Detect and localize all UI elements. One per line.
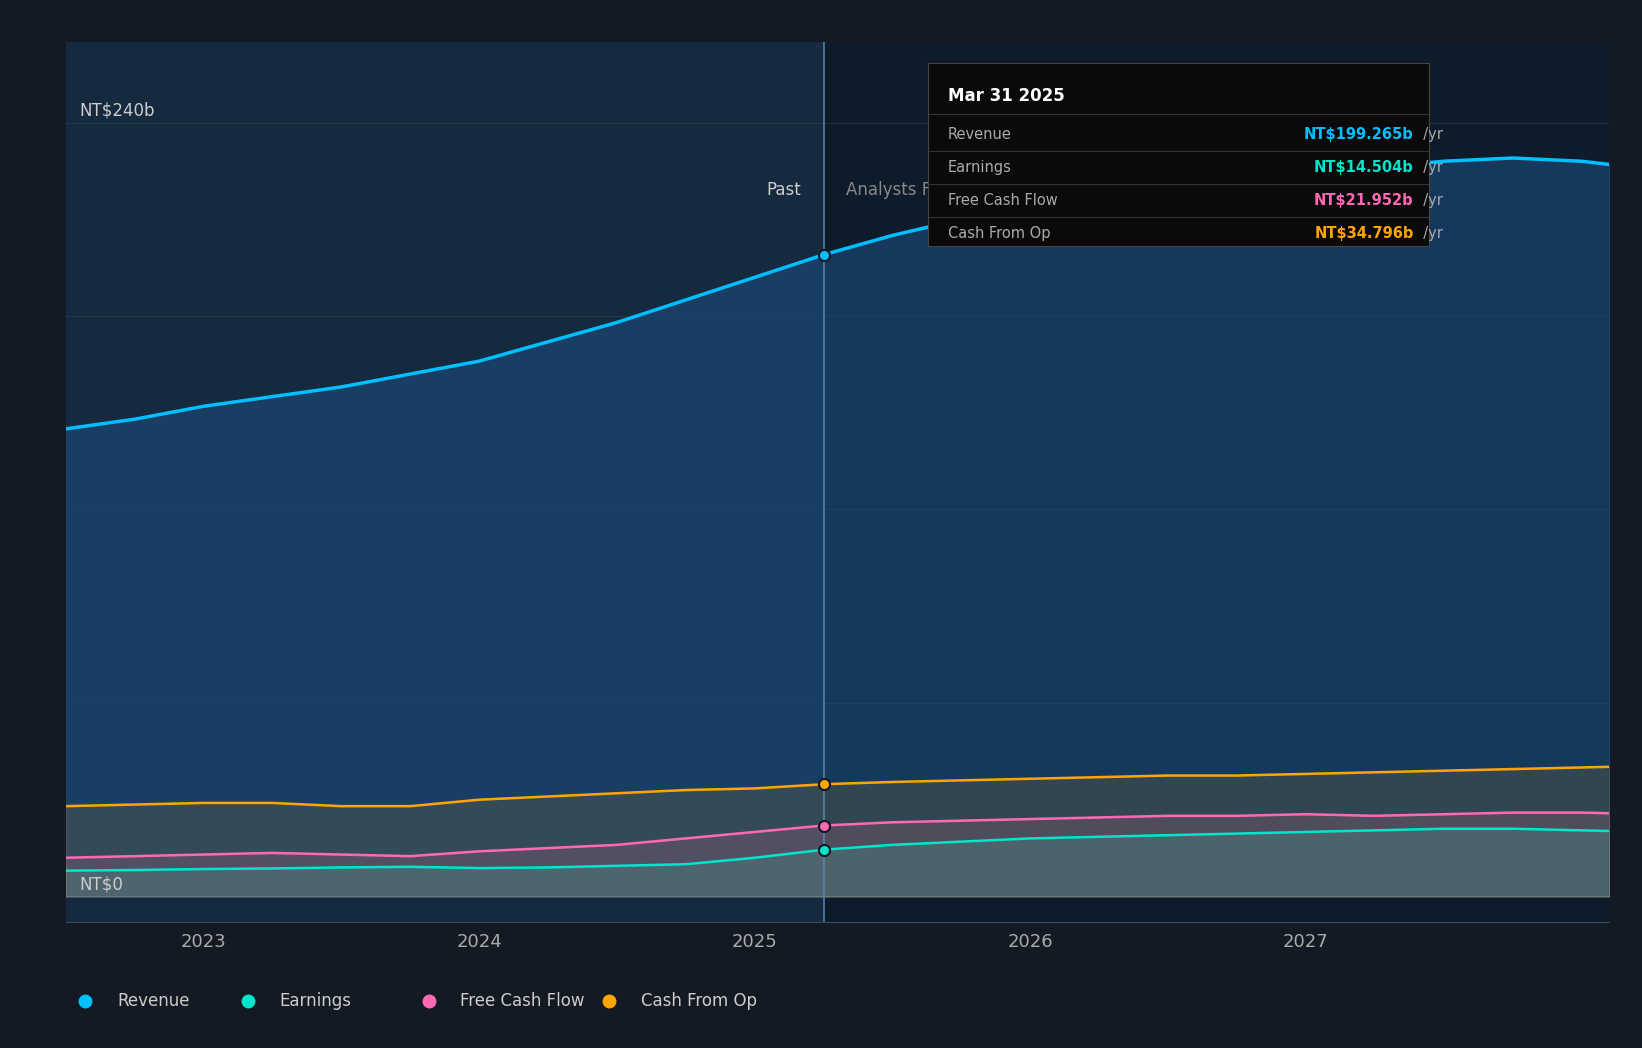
Text: Earnings: Earnings: [947, 160, 1011, 175]
Text: NT$14.504b: NT$14.504b: [1314, 160, 1414, 175]
Text: Mar 31 2025: Mar 31 2025: [947, 87, 1064, 105]
Text: /yr: /yr: [1414, 160, 1442, 175]
Text: Free Cash Flow: Free Cash Flow: [460, 991, 585, 1010]
Text: Revenue: Revenue: [117, 991, 189, 1010]
Text: Cash From Op: Cash From Op: [640, 991, 757, 1010]
Text: NT$21.952b: NT$21.952b: [1314, 193, 1414, 208]
Text: NT$199.265b: NT$199.265b: [1304, 127, 1414, 141]
Text: Cash From Op: Cash From Op: [947, 226, 1051, 241]
Text: /yr: /yr: [1414, 193, 1442, 208]
Text: /yr: /yr: [1414, 226, 1442, 241]
Text: Revenue: Revenue: [947, 127, 1011, 141]
Text: Earnings: Earnings: [279, 991, 351, 1010]
Text: NT$240b: NT$240b: [79, 102, 154, 119]
Bar: [66, 42, 824, 922]
Text: /yr: /yr: [1414, 127, 1442, 141]
Text: NT$34.796b: NT$34.796b: [1314, 226, 1414, 241]
Text: Analysts Forecasts: Analysts Forecasts: [846, 180, 1000, 198]
Text: Past: Past: [767, 180, 801, 198]
Text: NT$0: NT$0: [79, 875, 123, 893]
Text: Free Cash Flow: Free Cash Flow: [947, 193, 1057, 208]
